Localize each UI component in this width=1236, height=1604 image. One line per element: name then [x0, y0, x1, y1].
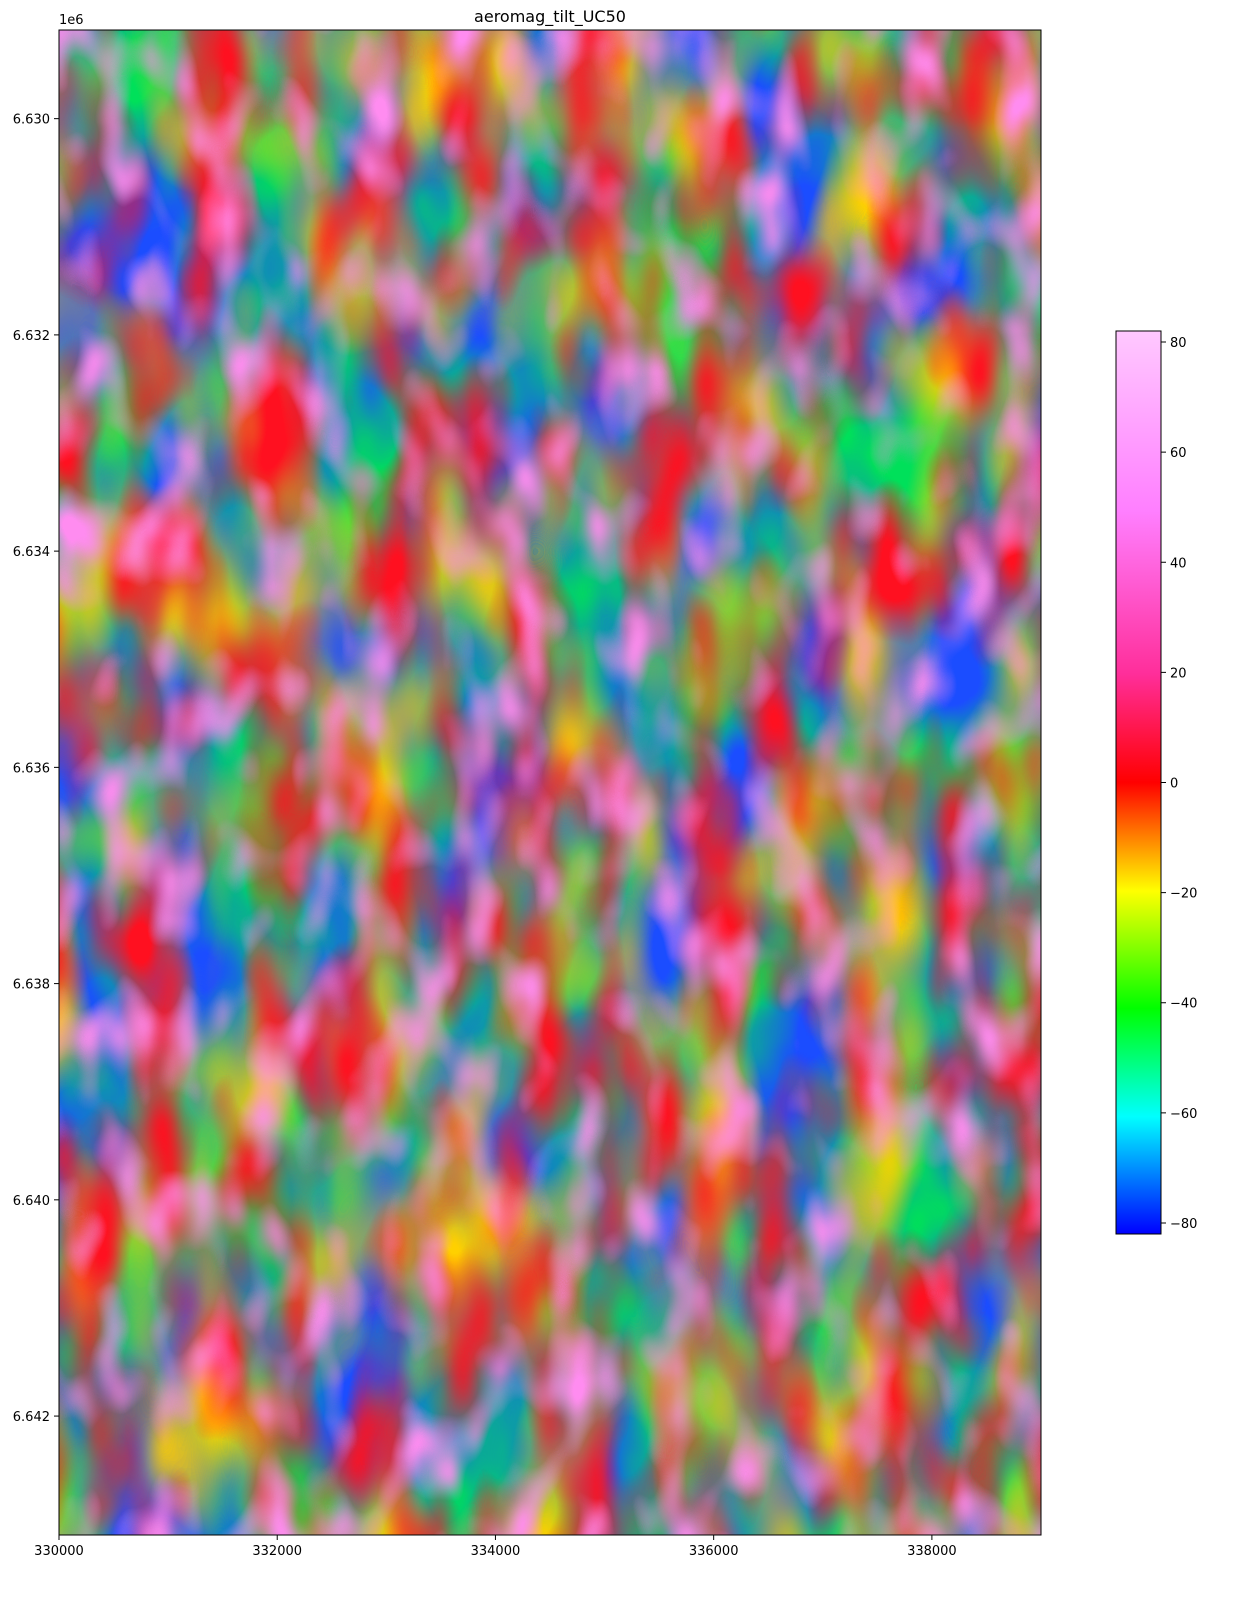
y-axis-offset-label: 1e6: [59, 13, 84, 28]
x-tick-label: 334000: [471, 1544, 521, 1559]
y-tick-label: 6.642: [13, 1410, 50, 1425]
x-tick-label: 336000: [689, 1544, 739, 1559]
heatmap-raster: [59, 30, 1041, 1535]
y-tick-label: 6.632: [13, 329, 50, 344]
x-tick-label: 338000: [907, 1544, 957, 1559]
x-axis: 330000 332000 334000 336000 338000: [34, 1535, 957, 1559]
y-axis: 6.630 6.632 6.634 6.636 6.638 6.640 6.642: [13, 113, 59, 1425]
colorbar-tick-label: −40: [1170, 997, 1197, 1012]
colorbar-tick-label: 40: [1170, 556, 1187, 571]
colorbar-tick-label: 20: [1170, 666, 1187, 681]
colorbar-tick-label: −20: [1170, 887, 1197, 902]
colorbar-tick-label: −80: [1170, 1217, 1197, 1232]
chart-title: aeromag_tilt_UC50: [474, 7, 626, 27]
y-tick-label: 6.630: [13, 113, 50, 128]
colorbar: 80 60 40 20 0 −20 −40 −60 −80: [1115, 330, 1197, 1235]
plot-area-frame: [58, 29, 1042, 1536]
colorbar-gradient: [1115, 330, 1162, 1235]
x-tick-label: 330000: [34, 1544, 84, 1559]
y-tick-label: 6.636: [13, 761, 50, 776]
colorbar-tick-label: −60: [1170, 1107, 1197, 1122]
y-tick-label: 6.638: [13, 978, 50, 993]
colorbar-ticks: 80 60 40 20 0 −20 −40 −60 −80: [1161, 336, 1197, 1232]
y-tick-label: 6.640: [13, 1194, 50, 1209]
colorbar-tick-label: 0: [1170, 777, 1178, 792]
y-tick-label: 6.634: [13, 545, 50, 560]
colorbar-tick-label: 80: [1170, 336, 1187, 351]
x-tick-label: 332000: [252, 1544, 302, 1559]
colorbar-tick-label: 60: [1170, 446, 1187, 461]
